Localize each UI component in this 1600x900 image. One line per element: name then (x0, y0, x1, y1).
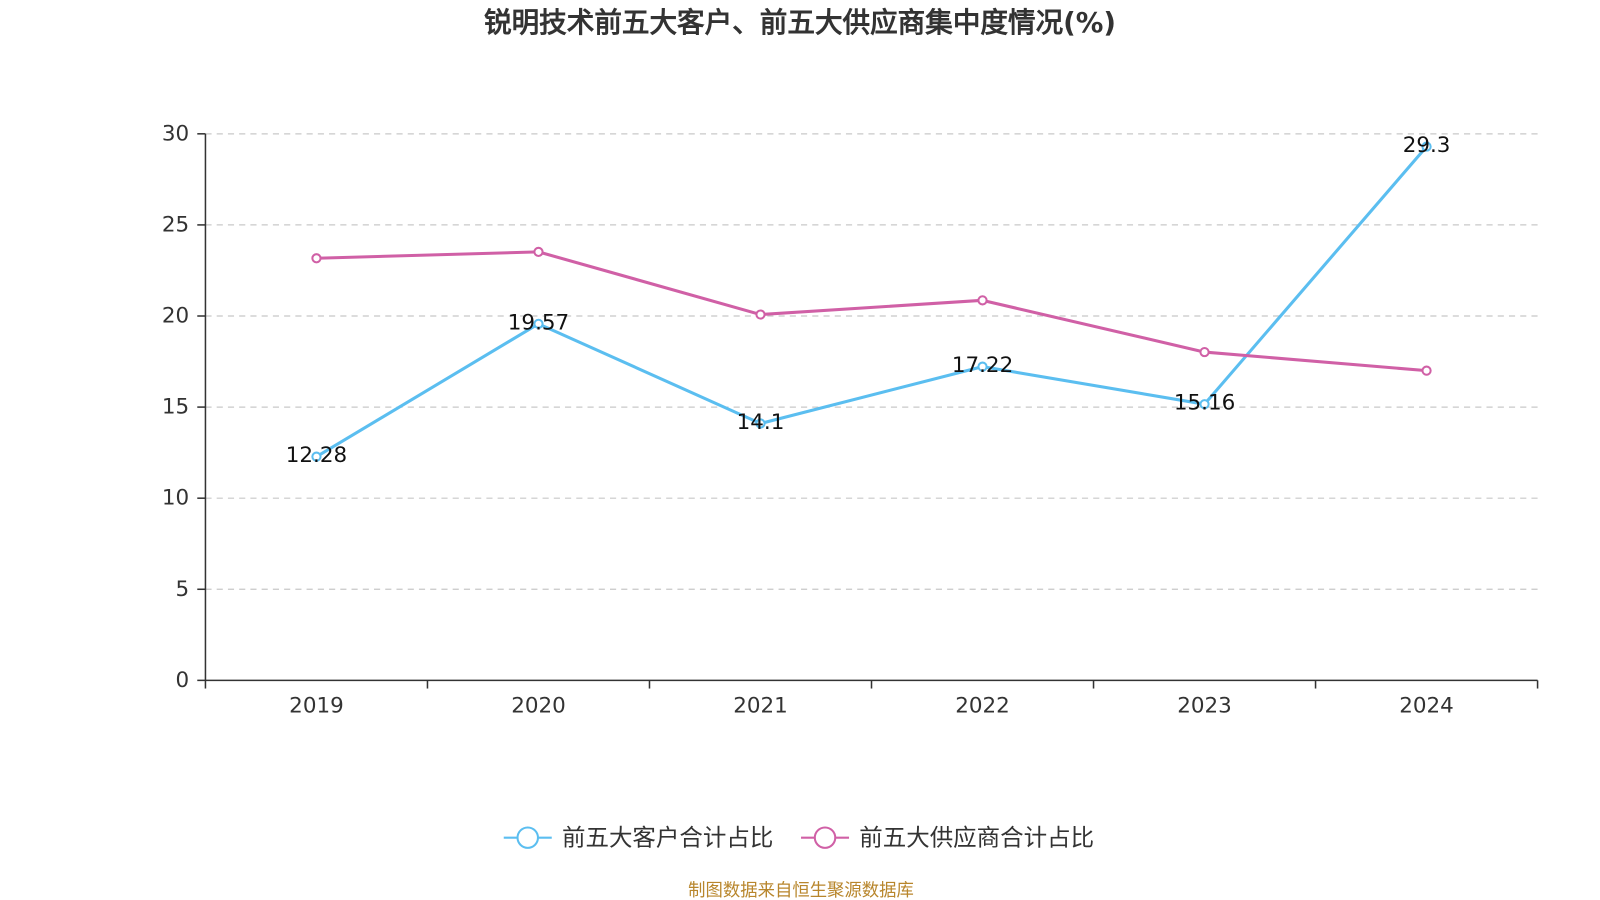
y-tick-label: 20 (162, 304, 189, 329)
legend-label: 前五大供应商合计占比 (859, 824, 1094, 852)
data-label: 19.57 (508, 310, 569, 335)
chart-title: 锐明技术前五大客户、前五大供应商集中度情况(%) (484, 6, 1116, 39)
x-tick-label: 2024 (1399, 693, 1454, 718)
data-point-series-0[interactable] (1199, 399, 1210, 410)
legend-circle-icon (813, 826, 837, 849)
series-line-1 (314, 250, 1429, 373)
x-axis: 2019 2020 2021 2022 2023 2024 (204, 679, 1539, 718)
data-point-series-1[interactable] (1421, 365, 1432, 376)
legend: 前五大客户合计占比 前五大供应商合计占比 (503, 824, 1094, 852)
series-layer (311, 141, 1432, 462)
x-tick-label: 2019 (289, 693, 344, 718)
series-line-0 (314, 145, 1429, 459)
y-tick-label: 10 (162, 486, 189, 511)
legend-item-customers[interactable]: 前五大客户合计占比 (503, 824, 774, 852)
data-point-series-1[interactable] (533, 246, 544, 257)
legend-circle-icon (516, 826, 539, 849)
y-tick-label: 15 (162, 395, 189, 420)
y-tick-label: 25 (162, 212, 189, 237)
data-label: 15.16 (1174, 391, 1235, 416)
data-point-series-1[interactable] (311, 253, 322, 264)
legend-item-suppliers[interactable]: 前五大供应商合计占比 (801, 824, 1094, 852)
y-axis: 0 5 10 15 20 25 30 (162, 121, 207, 693)
data-label: 17.22 (952, 353, 1013, 378)
legend-label: 前五大客户合计占比 (562, 824, 773, 852)
data-point-series-0[interactable] (1421, 141, 1432, 152)
data-point-series-0[interactable] (533, 318, 544, 329)
data-label: 12.28 (286, 443, 347, 468)
data-point-series-0[interactable] (977, 361, 988, 372)
data-point-series-1[interactable] (1199, 346, 1210, 358)
data-point-series-1[interactable] (977, 295, 988, 306)
data-label: 14.1 (737, 410, 785, 435)
x-tick-label: 2022 (955, 693, 1010, 718)
y-tick-label: 0 (175, 668, 189, 693)
y-tick-label: 5 (175, 577, 189, 602)
x-tick-label: 2023 (1177, 693, 1232, 718)
data-labels: 12.28 19.57 14.1 17.22 15.16 29.3 (286, 133, 1451, 468)
x-tick-label: 2021 (733, 693, 788, 718)
source-note: 制图数据来自恒生聚源数据库 (688, 881, 914, 900)
y-tick-label: 30 (162, 121, 189, 146)
data-point-series-1[interactable] (755, 309, 766, 320)
data-label: 29.3 (1403, 133, 1451, 158)
x-tick-label: 2020 (511, 693, 566, 718)
grid-lines (205, 133, 1538, 590)
data-point-series-0[interactable] (755, 418, 766, 429)
data-point-series-0[interactable] (311, 451, 322, 462)
